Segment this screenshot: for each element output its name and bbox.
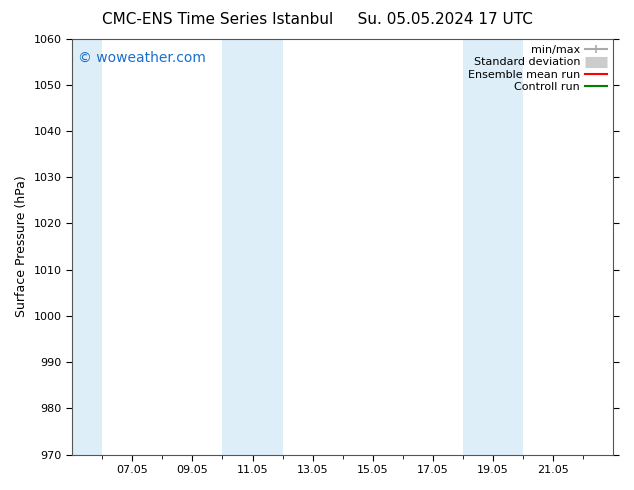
Text: CMC-ENS Time Series Istanbul     Su. 05.05.2024 17 UTC: CMC-ENS Time Series Istanbul Su. 05.05.2… [101,12,533,27]
Bar [72,39,102,455]
Y-axis label: Surface Pressure (hPa): Surface Pressure (hPa) [15,176,28,318]
Text: © woweather.com: © woweather.com [77,51,205,65]
Bar [463,39,523,455]
Bar [223,39,283,455]
Legend: min/max, Standard deviation, Ensemble mean run, Controll run: min/max, Standard deviation, Ensemble me… [463,41,611,97]
